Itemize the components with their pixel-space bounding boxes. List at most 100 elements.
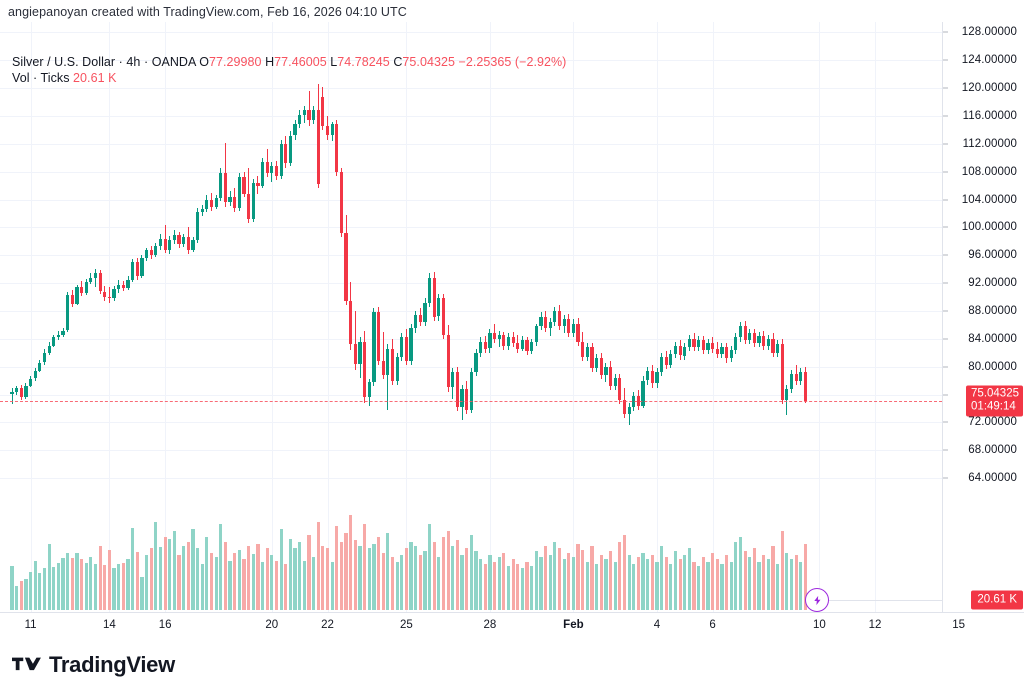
price-axis-tick — [943, 171, 948, 173]
volume-bar — [562, 559, 566, 610]
candle-wick — [11, 387, 13, 405]
candle-body — [711, 343, 715, 349]
volume-bar — [66, 552, 70, 610]
volume-bar — [321, 546, 325, 610]
volume-bar — [409, 541, 413, 610]
candle-body — [321, 96, 325, 126]
price-axis-label: 88.00000 — [968, 305, 1017, 317]
candle-body — [121, 284, 125, 288]
volume-bar — [163, 537, 167, 610]
candle-body — [107, 297, 112, 299]
price-axis-tick — [943, 199, 948, 201]
volume-bar — [237, 549, 241, 610]
candle-body — [785, 388, 789, 400]
candle-body — [28, 378, 33, 386]
volume-bar — [191, 528, 195, 610]
candle-body — [330, 124, 334, 136]
vertical-gridline — [327, 22, 329, 612]
candle-body — [595, 358, 599, 368]
candle-body — [390, 348, 395, 381]
vertical-gridline — [30, 22, 32, 612]
candle-body — [576, 323, 580, 342]
volume-bar — [479, 559, 483, 610]
price-axis-tick — [943, 59, 948, 61]
volume-bar — [154, 522, 158, 610]
volume-bar — [274, 560, 279, 610]
lightning-bolt-icon[interactable] — [805, 588, 830, 612]
candle-body — [571, 323, 576, 334]
candle-wick — [95, 269, 96, 287]
volume-bar — [79, 559, 84, 610]
candle-body — [715, 348, 719, 355]
candle-body — [75, 287, 79, 304]
candle-body — [636, 395, 641, 406]
volume-bar — [636, 557, 641, 610]
volume-bar — [599, 555, 603, 610]
vertical-gridline — [109, 22, 111, 612]
volume-bar — [724, 555, 729, 610]
candle-body — [24, 385, 28, 398]
volume-bar — [664, 557, 668, 610]
volume-bar — [697, 566, 701, 610]
horizontal-gridline — [0, 143, 942, 145]
price-axis-tick — [943, 338, 948, 340]
volume-bar — [293, 548, 297, 610]
candle-body — [56, 334, 61, 338]
horizontal-gridline — [0, 450, 942, 452]
candle-body — [775, 344, 780, 353]
volume-bar — [195, 548, 200, 610]
price-axis-label: 72.00000 — [968, 416, 1017, 429]
price-axis[interactable]: 75.04325 01:49:14 20.61 K 128.00000 124.0… — [942, 22, 1024, 612]
candle-body — [302, 110, 306, 115]
candle-body — [655, 372, 659, 384]
horizontal-gridline — [0, 338, 942, 340]
volume-bar — [692, 561, 696, 610]
price-axis-label: 96.00000 — [968, 249, 1017, 262]
volume-bar — [256, 544, 260, 610]
volume-bar — [126, 559, 130, 610]
price-axis-label: 108.00000 — [961, 165, 1017, 178]
vertical-gridline — [657, 22, 658, 612]
volume-bar — [748, 557, 752, 610]
volume-bar — [284, 563, 288, 610]
volume-bar — [172, 530, 176, 610]
price-axis-label: 128.00000 — [961, 26, 1017, 39]
volume-bar — [168, 538, 172, 610]
volume-bar — [70, 558, 74, 610]
volume-bar — [655, 561, 659, 610]
candle-body — [353, 344, 357, 364]
volume-bar — [613, 561, 617, 610]
candle-body — [497, 334, 501, 339]
volume-bar — [93, 563, 98, 610]
candle-body — [376, 312, 381, 362]
volume-bar — [423, 550, 427, 610]
volume-bar — [89, 557, 93, 610]
volume-bar — [414, 546, 418, 610]
candle-wick — [108, 287, 110, 303]
badge-connector-line — [829, 600, 942, 601]
volume-bar — [446, 530, 450, 610]
candle-body — [465, 388, 469, 410]
current-price-value: 75.04325 — [971, 387, 1019, 400]
candle-body — [567, 319, 571, 334]
candle-body — [177, 235, 181, 245]
volume-bar — [182, 546, 186, 610]
time-axis-label: 10 — [812, 619, 826, 631]
candle-body — [525, 340, 529, 352]
time-axis[interactable]: 11 14 16 20 22 25 28 Feb 4 6 10 12 15 — [0, 612, 1024, 639]
volume-bar — [144, 555, 149, 610]
candle-body — [469, 372, 473, 410]
volume-bar — [757, 561, 761, 610]
time-axis-label: 6 — [709, 619, 716, 631]
volume-bar — [339, 541, 344, 610]
candle-body — [298, 114, 302, 125]
candle-body — [214, 198, 218, 207]
volume-bar — [678, 559, 682, 610]
horizontal-gridline — [0, 283, 942, 285]
chart-plot-area[interactable] — [0, 22, 942, 612]
volume-bar — [186, 541, 190, 610]
candle-body — [335, 124, 339, 172]
candle-body — [618, 377, 622, 401]
volume-bar — [367, 548, 371, 610]
volume-bar — [98, 546, 102, 610]
